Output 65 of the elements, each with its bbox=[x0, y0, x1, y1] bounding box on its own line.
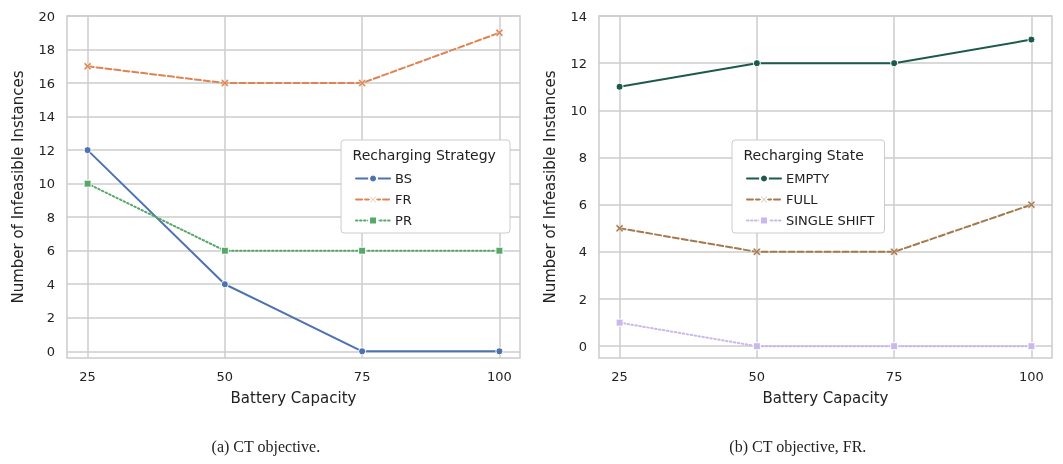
y-tick-label: 16 bbox=[38, 75, 55, 91]
point bbox=[220, 246, 229, 255]
point bbox=[358, 79, 366, 87]
point bbox=[495, 246, 504, 255]
x-tick-label: 25 bbox=[610, 369, 628, 384]
y-tick-label: 10 bbox=[569, 102, 587, 118]
point bbox=[358, 246, 367, 255]
y-tick-label: 0 bbox=[46, 343, 55, 359]
legend-label: PR bbox=[395, 213, 412, 228]
text: (b) CT objective, FR. bbox=[728, 437, 866, 456]
point bbox=[221, 79, 229, 87]
legend-label: SINGLE SHIFT bbox=[785, 213, 875, 228]
point bbox=[1027, 200, 1035, 209]
y-axis-title: Number of Infeasible Instances bbox=[540, 70, 558, 304]
x-tick-label: 75 bbox=[353, 369, 371, 384]
point bbox=[83, 146, 92, 155]
legend-label: FULL bbox=[785, 192, 818, 207]
point bbox=[83, 179, 92, 188]
y-tick-label: 8 bbox=[578, 150, 587, 166]
y-tick-label: 14 bbox=[569, 8, 587, 24]
point bbox=[752, 59, 761, 68]
y-tick-label: 2 bbox=[578, 291, 587, 307]
y-tick-label: 4 bbox=[578, 244, 587, 260]
y-tick-label: 6 bbox=[46, 243, 55, 259]
y-tick-label: 20 bbox=[38, 8, 55, 24]
point bbox=[615, 224, 623, 233]
legend-label: FR bbox=[395, 192, 412, 207]
y-tick-label: 10 bbox=[38, 176, 55, 192]
point bbox=[1026, 342, 1035, 351]
y-tick-label: 4 bbox=[46, 276, 55, 292]
point bbox=[495, 347, 504, 356]
point bbox=[83, 62, 92, 71]
legend-title: Recharging State bbox=[743, 146, 864, 163]
point bbox=[889, 59, 898, 68]
legend-label: EMPTY bbox=[785, 171, 829, 186]
x-axis-title: Battery Capacity bbox=[762, 388, 889, 407]
y-tick-label: 0 bbox=[578, 338, 587, 354]
x-tick-label: 25 bbox=[79, 369, 96, 384]
point bbox=[752, 342, 761, 351]
y-axis-title: Number of Infeasible Instances bbox=[8, 70, 27, 304]
x-tick-label: 50 bbox=[748, 369, 765, 384]
x-tick-label: 100 bbox=[487, 369, 512, 384]
y-tick-label: 12 bbox=[38, 142, 55, 158]
point bbox=[615, 318, 624, 327]
legend-title: Recharging Strategy bbox=[352, 146, 496, 163]
point bbox=[495, 29, 504, 37]
point bbox=[889, 342, 898, 351]
x-tick-label: 100 bbox=[1018, 369, 1044, 384]
point bbox=[1026, 35, 1035, 44]
point bbox=[220, 280, 229, 289]
point bbox=[752, 248, 761, 256]
y-tick-label: 12 bbox=[569, 55, 587, 71]
x-tick-label: 75 bbox=[885, 369, 902, 384]
x-axis-title: Battery Capacity bbox=[230, 388, 357, 407]
x-tick-label: 50 bbox=[216, 369, 234, 384]
point bbox=[358, 347, 367, 356]
y-tick-label: 8 bbox=[46, 209, 55, 225]
point bbox=[615, 82, 624, 91]
text: (a) CT objective. bbox=[211, 437, 321, 456]
y-tick-label: 6 bbox=[578, 197, 587, 213]
y-tick-label: 2 bbox=[46, 310, 55, 326]
point bbox=[889, 248, 898, 256]
y-tick-label: 14 bbox=[38, 109, 55, 125]
y-tick-label: 18 bbox=[38, 42, 55, 58]
legend-label: BS bbox=[395, 171, 413, 186]
